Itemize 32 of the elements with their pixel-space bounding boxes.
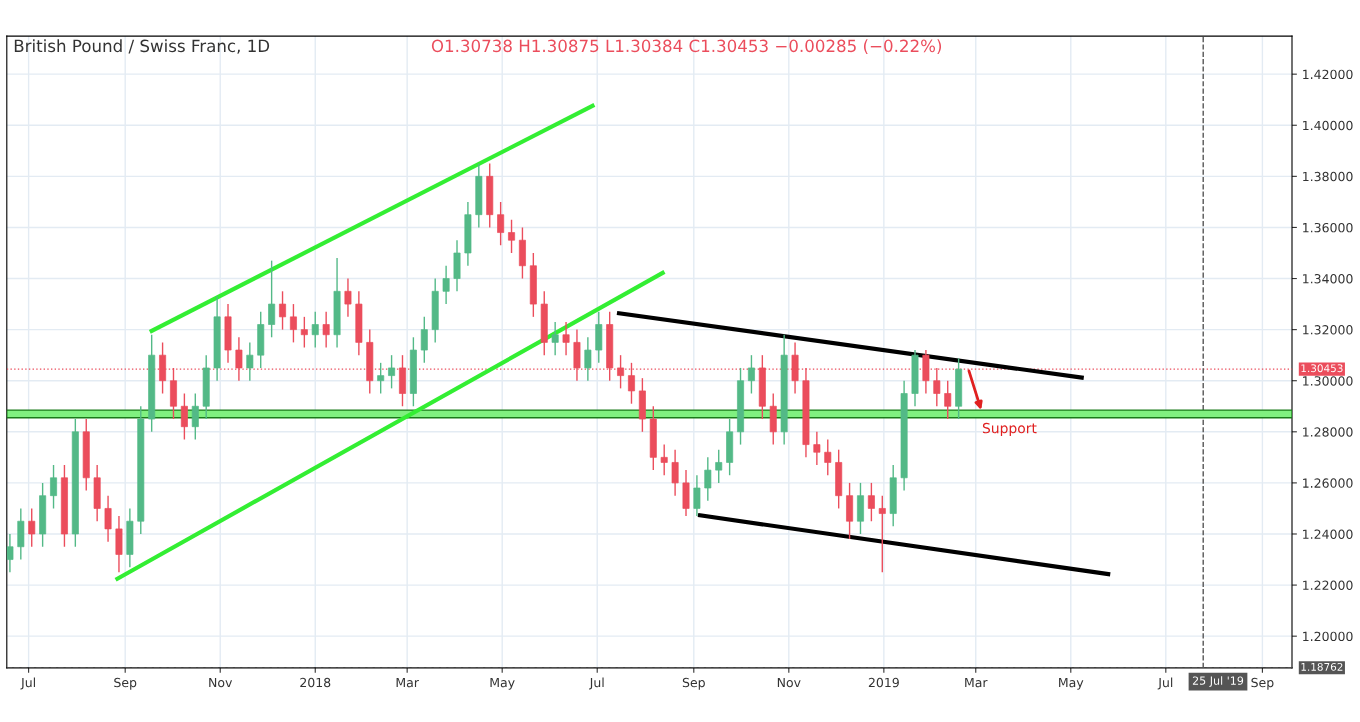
- x-tick-label: Nov: [209, 677, 233, 688]
- annotation: Support: [982, 422, 1037, 437]
- y-tick-label: 1.42000: [1303, 69, 1353, 80]
- ref-line-label: 25 Jul '19: [1192, 676, 1244, 687]
- x-tick-label: Sep: [1251, 677, 1274, 690]
- x-tick-label: 2019: [868, 677, 899, 688]
- y-tick-label: 1.36000: [1303, 222, 1353, 233]
- x-tick-label: Mar: [965, 677, 988, 688]
- y-tick-label: 1.40000: [1303, 120, 1353, 131]
- y-tick-label: 1.32000: [1303, 325, 1353, 335]
- x-tick-label: Jul: [1157, 677, 1173, 690]
- ref-line-label: 1.30453: [1301, 364, 1343, 373]
- chart-subtitle: O1.30738 H1.30875 L1.30384 C1.30453 −0.00285 (−0.22%): [431, 39, 942, 55]
- x-tick-label: Sep: [114, 677, 137, 690]
- y-tick-label: 1.38000: [1303, 171, 1353, 182]
- x-tick-label: Jul: [20, 677, 35, 690]
- x-tick-label: Jul: [589, 677, 604, 690]
- ref-line-label: 1.18762: [1301, 662, 1343, 671]
- x-tick-label: Nov: [777, 677, 801, 688]
- y-tick-label: 1.26000: [1303, 478, 1353, 488]
- y-tick-label: 1.22000: [1303, 580, 1353, 591]
- y-tick-label: 1.24000: [1303, 529, 1353, 539]
- y-tick-label: 1.34000: [1303, 274, 1353, 284]
- x-tick-label: May: [490, 677, 515, 690]
- y-tick-label: 1.20000: [1303, 631, 1353, 642]
- x-tick-label: 2018: [300, 677, 331, 688]
- y-tick-label: 1.30000: [1303, 376, 1353, 386]
- x-tick-label: May: [1059, 677, 1084, 690]
- chart-title: British Pound / Swiss Franc, 1D: [14, 39, 270, 54]
- x-tick-label: Sep: [682, 677, 705, 690]
- x-tick-label: Mar: [396, 677, 419, 688]
- y-tick-label: 1.28000: [1303, 427, 1353, 437]
